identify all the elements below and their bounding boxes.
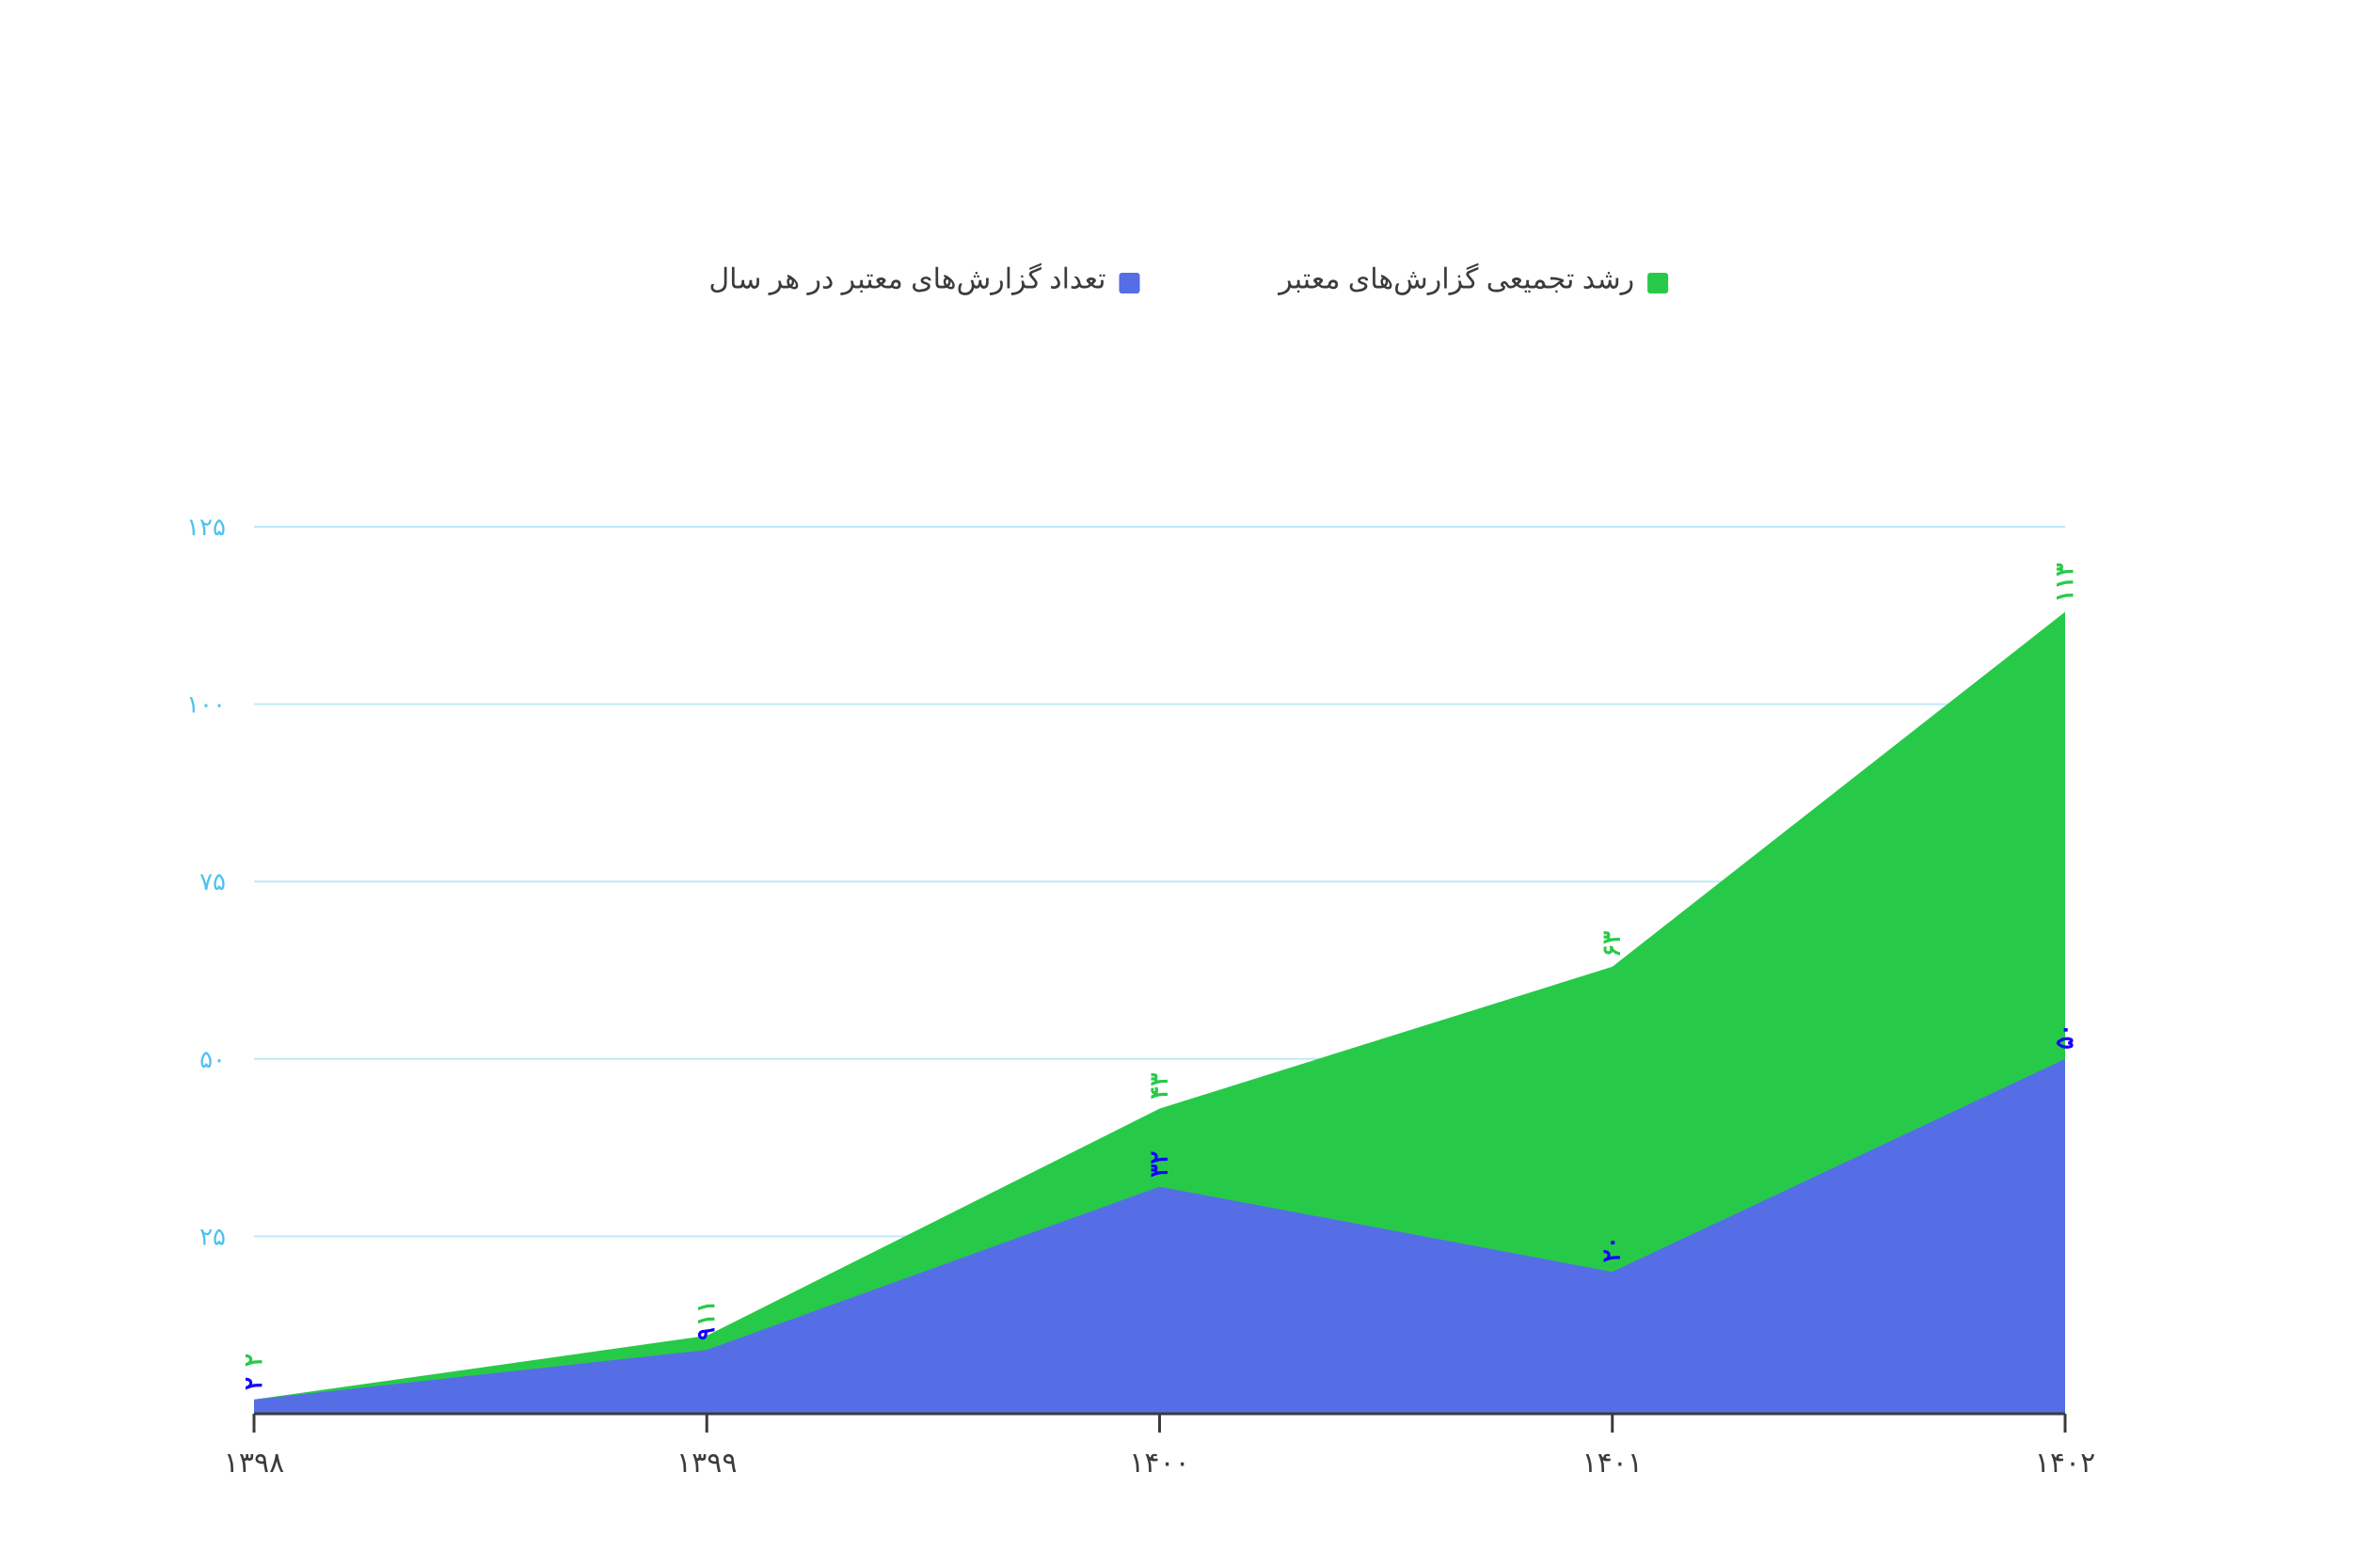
data-label-per-year: ۹ (692, 1327, 720, 1340)
x-tick-label: ۱۳۹۸ (224, 1448, 284, 1479)
y-tick-label: ۱۲۵ (186, 513, 226, 541)
y-tick-label: ۵۰ (199, 1045, 226, 1073)
x-tick-label: ۱۴۰۱ (1582, 1448, 1643, 1479)
data-label-per-year: ۲ (239, 1377, 267, 1390)
legend-swatch (1647, 273, 1668, 293)
x-tick-label: ۱۴۰۲ (2035, 1448, 2095, 1479)
data-label-cumulative: ۱۱۳ (2050, 563, 2078, 603)
data-label-cumulative: ۲ (239, 1354, 267, 1367)
legend-label: تعداد گزارش‌های معتبر در هر سال (708, 263, 1105, 296)
legend-label: رشد تجمیعی گزارش‌های معتبر (1277, 263, 1634, 296)
data-label-cumulative: ۶۳ (1598, 931, 1626, 958)
data-label-cumulative: ۱۱ (692, 1300, 720, 1326)
data-label-per-year: ۳۲ (1145, 1151, 1173, 1178)
legend-swatch (1120, 273, 1140, 293)
data-label-per-year: ۲۰ (1598, 1236, 1626, 1262)
data-label-per-year: ۵۰ (2050, 1023, 2078, 1050)
chart-svg: ۲۵ ۵۰ ۷۵ ۱۰۰ ۱۲۵ ۱۳۹۸ ۱۳۹۹ ۱۴۰۰ ۱۴۰۱ ۱۴۰۲ ۲ ۲ ۹۱۱ ۳۲ ۴… (0, 0, 2353, 1568)
data-label-cumulative: ۴۳ (1145, 1073, 1173, 1100)
y-tick-label: ۱۰۰ (186, 690, 226, 719)
y-tick-label: ۲۵ (199, 1222, 226, 1250)
x-tick-label: ۱۳۹۹ (676, 1448, 737, 1479)
y-tick-label: ۷۵ (199, 867, 226, 895)
area-chart: ۲۵ ۵۰ ۷۵ ۱۰۰ ۱۲۵ ۱۳۹۸ ۱۳۹۹ ۱۴۰۰ ۱۴۰۱ ۱۴۰۲ ۲ ۲ ۹۱۱ ۳۲ ۴… (0, 0, 2353, 1568)
x-tick-label: ۱۴۰۰ (1129, 1448, 1189, 1479)
